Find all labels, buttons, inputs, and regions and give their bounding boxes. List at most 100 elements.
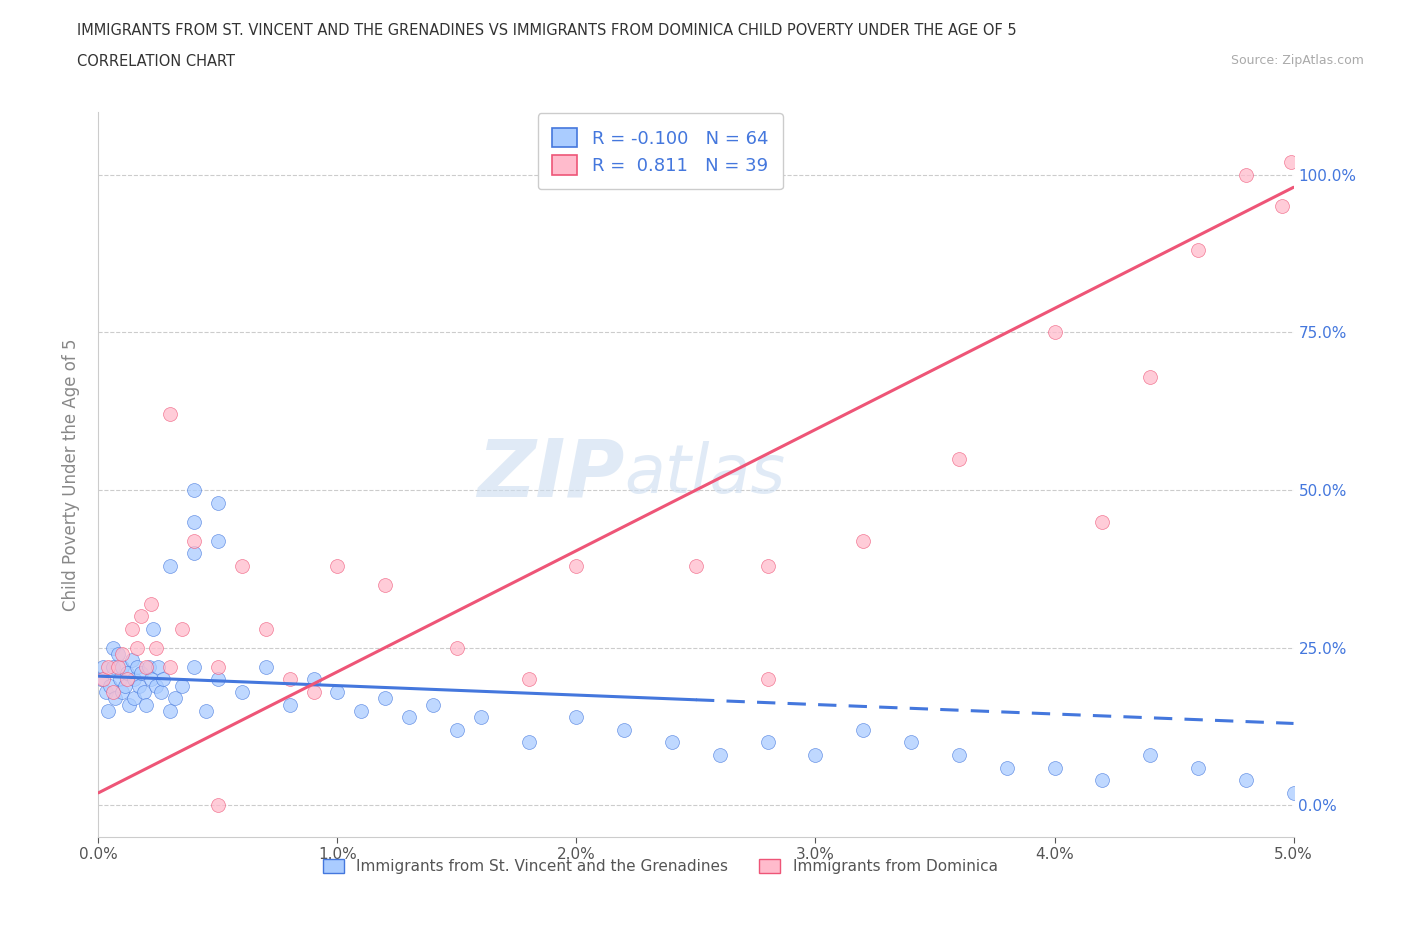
- Point: [125, 641, 148, 656]
- Point: [145, 678, 167, 693]
- Point: [128, 678, 150, 693]
- Point: [852, 533, 875, 548]
- Text: ZIP: ZIP: [477, 435, 624, 513]
- Point: [1282, 786, 1305, 801]
- Point: [470, 710, 492, 724]
- Point: [159, 703, 181, 718]
- Point: [446, 723, 468, 737]
- Point: [278, 671, 301, 686]
- Point: [948, 748, 970, 763]
- Text: CORRELATION CHART: CORRELATION CHART: [77, 54, 235, 69]
- Point: [1187, 760, 1209, 775]
- Point: [115, 666, 138, 681]
- Point: [124, 691, 146, 706]
- Point: [1091, 773, 1114, 788]
- Point: [1187, 243, 1209, 258]
- Point: [163, 691, 186, 706]
- Point: [398, 710, 420, 724]
- Point: [121, 621, 143, 636]
- Point: [118, 698, 141, 712]
- Point: [278, 698, 301, 712]
- Point: [125, 659, 148, 674]
- Point: [91, 671, 114, 686]
- Point: [207, 659, 229, 674]
- Point: [1234, 167, 1257, 182]
- Point: [115, 671, 138, 686]
- Point: [101, 641, 124, 656]
- Point: [1279, 154, 1302, 169]
- Point: [114, 678, 136, 693]
- Point: [121, 653, 143, 668]
- Point: [145, 641, 167, 656]
- Point: [756, 735, 779, 750]
- Point: [231, 684, 253, 699]
- Point: [107, 646, 129, 661]
- Point: [852, 723, 875, 737]
- Point: [302, 684, 325, 699]
- Point: [374, 578, 396, 592]
- Point: [422, 698, 444, 712]
- Point: [517, 735, 540, 750]
- Point: [124, 671, 146, 686]
- Text: Source: ZipAtlas.com: Source: ZipAtlas.com: [1230, 54, 1364, 67]
- Point: [446, 641, 468, 656]
- Point: [97, 703, 120, 718]
- Text: atlas: atlas: [624, 442, 786, 507]
- Legend: Immigrants from St. Vincent and the Grenadines, Immigrants from Dominica: Immigrants from St. Vincent and the Gren…: [316, 853, 1004, 880]
- Point: [183, 533, 205, 548]
- Point: [1139, 748, 1161, 763]
- Point: [254, 621, 277, 636]
- Point: [565, 558, 588, 573]
- Point: [517, 671, 540, 686]
- Point: [149, 684, 172, 699]
- Point: [101, 684, 124, 699]
- Point: [94, 684, 117, 699]
- Point: [302, 671, 325, 686]
- Point: [1271, 199, 1294, 214]
- Point: [131, 609, 153, 624]
- Point: [900, 735, 922, 750]
- Point: [172, 678, 194, 693]
- Point: [195, 703, 218, 718]
- Point: [107, 659, 129, 674]
- Point: [108, 671, 131, 686]
- Point: [207, 496, 229, 511]
- Point: [350, 703, 373, 718]
- Point: [183, 659, 205, 674]
- Point: [565, 710, 588, 724]
- Point: [111, 659, 134, 674]
- Point: [254, 659, 277, 674]
- Point: [138, 659, 160, 674]
- Point: [756, 671, 779, 686]
- Point: [91, 659, 114, 674]
- Point: [97, 659, 120, 674]
- Y-axis label: Child Poverty Under the Age of 5: Child Poverty Under the Age of 5: [62, 338, 80, 611]
- Point: [111, 684, 134, 699]
- Point: [207, 671, 229, 686]
- Point: [613, 723, 636, 737]
- Point: [207, 533, 229, 548]
- Point: [709, 748, 731, 763]
- Point: [183, 514, 205, 529]
- Point: [111, 646, 134, 661]
- Point: [183, 483, 205, 498]
- Point: [131, 666, 153, 681]
- Point: [1091, 514, 1114, 529]
- Point: [374, 691, 396, 706]
- Point: [685, 558, 707, 573]
- Text: IMMIGRANTS FROM ST. VINCENT AND THE GRENADINES VS IMMIGRANTS FROM DOMINICA CHILD: IMMIGRANTS FROM ST. VINCENT AND THE GREN…: [77, 23, 1017, 38]
- Point: [90, 671, 112, 686]
- Point: [159, 558, 181, 573]
- Point: [104, 691, 127, 706]
- Point: [1043, 325, 1066, 339]
- Point: [756, 558, 779, 573]
- Point: [139, 671, 162, 686]
- Point: [142, 621, 165, 636]
- Point: [139, 596, 162, 611]
- Point: [135, 659, 157, 674]
- Point: [661, 735, 683, 750]
- Point: [231, 558, 253, 573]
- Point: [326, 684, 349, 699]
- Point: [1139, 369, 1161, 384]
- Point: [101, 659, 124, 674]
